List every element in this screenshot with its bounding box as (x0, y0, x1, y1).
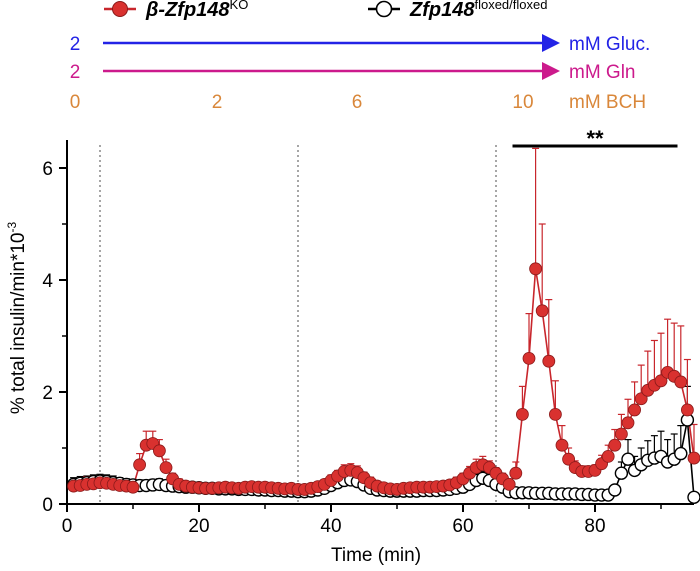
data-point-ko-74 (555, 438, 569, 452)
y-axis-label: % total insulin/min*10-3 (5, 222, 29, 415)
data-point-ko-75 (562, 452, 575, 466)
y-tick-label-3: 6 (42, 159, 53, 180)
bch-condition: 0 2 6 10 mM BCH (70, 92, 646, 113)
data-point-ko-82 (608, 438, 622, 452)
data-point-floxed-94 (687, 490, 700, 504)
glucose-unit: mM Gluc. (569, 34, 650, 55)
data-point-ko-86 (634, 392, 648, 406)
data-point-floxed-84 (621, 452, 635, 466)
x-axis-label: Time (min) (331, 545, 421, 566)
data-point-ko-71 (535, 304, 549, 318)
bch-value-1: 2 (212, 92, 223, 113)
data-point-floxed-83 (614, 466, 629, 480)
data-point-ko-72 (542, 354, 556, 368)
y-tick-label-0: 0 (42, 495, 53, 516)
data-point-ko-84 (621, 416, 635, 430)
data-point-ko-9 (126, 480, 140, 494)
data-point-ko-10 (133, 458, 147, 472)
data-point-ko-83 (615, 427, 628, 441)
glutamine-value: 2 (70, 62, 81, 83)
glutamine-condition: 2 mM Gln (70, 62, 636, 83)
data-point-ko-13 (152, 444, 166, 458)
bch-value-2: 6 (352, 92, 363, 113)
data-point-ko-68 (516, 407, 529, 421)
data-point-floxed-92 (674, 446, 688, 461)
legend: β-Zfp148KO Zfp148floxed/floxed (104, 0, 547, 21)
x-tick-label-4: 80 (584, 516, 605, 537)
data-point-ko-67 (509, 466, 523, 480)
data-point-ko-89 (654, 374, 668, 388)
y-tick-label-2: 4 (42, 271, 53, 292)
data-point-ko-69 (522, 351, 536, 365)
series-line-ko (73, 268, 695, 491)
glutamine-unit: mM Gln (569, 62, 636, 83)
bch-unit: mM BCH (569, 92, 646, 113)
data-point-ko-66 (502, 477, 516, 491)
data-point-ko-70 (529, 262, 542, 276)
legend-floxed-label: Zfp148floxed/floxed (409, 0, 547, 21)
data-point-ko-94 (687, 451, 700, 465)
glucose-arrowhead (542, 34, 560, 52)
data-point-ko-93 (681, 403, 694, 417)
data-point-ko-92 (674, 375, 688, 389)
data-point-floxed-82 (608, 483, 622, 497)
legend-ko-marker (112, 1, 128, 17)
bch-value-3: 10 (512, 92, 533, 113)
legend-ko-label: β-Zfp148KO (145, 0, 248, 21)
glucose-condition: 2 mM Gluc. (70, 34, 650, 55)
x-tick-label-2: 40 (320, 516, 341, 537)
x-tick-label-3: 60 (452, 516, 473, 537)
legend-floxed-marker (375, 0, 393, 18)
data-point-ko-81 (601, 449, 615, 463)
glucose-value: 2 (70, 34, 81, 55)
y-tick-label-1: 2 (42, 383, 53, 404)
data-point-ko-14 (159, 461, 173, 475)
x-tick-label-0: 0 (62, 516, 73, 537)
data-point-ko-85 (628, 403, 641, 417)
bch-value-0: 0 (70, 92, 81, 113)
x-tick-label-1: 20 (188, 516, 209, 537)
data-point-ko-73 (549, 407, 562, 421)
glutamine-arrowhead (542, 62, 560, 80)
